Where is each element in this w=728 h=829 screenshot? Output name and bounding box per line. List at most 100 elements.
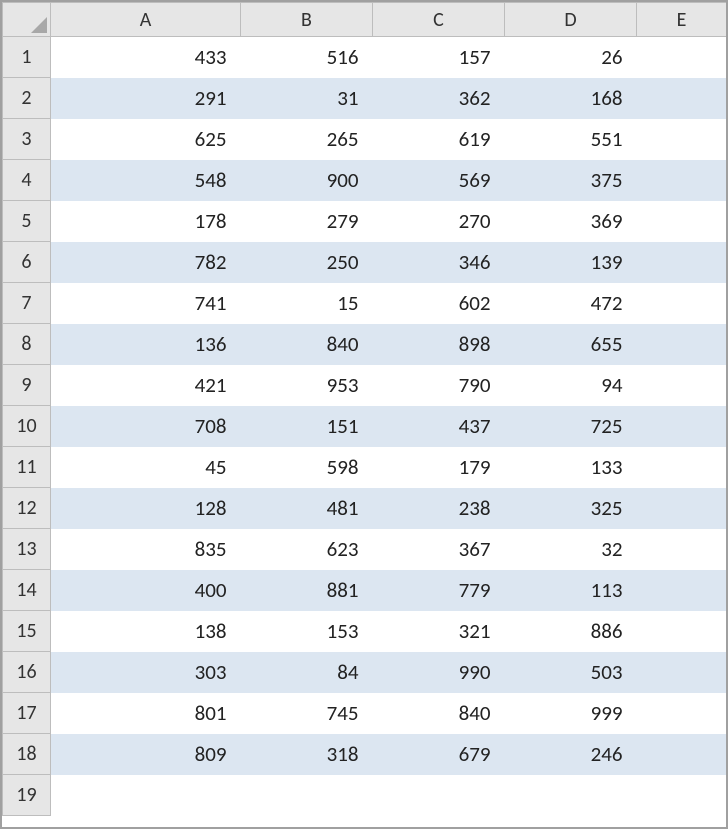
row-header[interactable]: 14	[3, 570, 51, 611]
cell[interactable]: 139	[505, 242, 637, 283]
cell[interactable]: 801	[51, 693, 241, 734]
cell[interactable]: 321	[373, 611, 505, 652]
col-header-D[interactable]: D	[505, 3, 637, 37]
row-header[interactable]: 4	[3, 160, 51, 201]
cell[interactable]: 745	[241, 693, 373, 734]
row-header[interactable]: 5	[3, 201, 51, 242]
cell[interactable]: 790	[373, 365, 505, 406]
cell[interactable]: 346	[373, 242, 505, 283]
cell[interactable]: 481	[241, 488, 373, 529]
cell[interactable]: 999	[505, 693, 637, 734]
cell[interactable]	[637, 611, 727, 652]
cell[interactable]: 325	[505, 488, 637, 529]
row-header[interactable]: 13	[3, 529, 51, 570]
cell[interactable]: 270	[373, 201, 505, 242]
cell[interactable]: 45	[51, 447, 241, 488]
cell[interactable]: 953	[241, 365, 373, 406]
cell[interactable]: 133	[505, 447, 637, 488]
cell[interactable]: 437	[373, 406, 505, 447]
cell[interactable]: 421	[51, 365, 241, 406]
cell[interactable]: 548	[51, 160, 241, 201]
cell[interactable]: 898	[373, 324, 505, 365]
cell[interactable]: 433	[51, 37, 241, 78]
cell[interactable]: 779	[373, 570, 505, 611]
cell[interactable]: 367	[373, 529, 505, 570]
cell[interactable]	[637, 78, 727, 119]
cell[interactable]	[505, 775, 637, 816]
cell[interactable]	[637, 570, 727, 611]
cell[interactable]	[637, 734, 727, 775]
cell[interactable]	[637, 201, 727, 242]
col-header-C[interactable]: C	[373, 3, 505, 37]
col-header-B[interactable]: B	[241, 3, 373, 37]
cell[interactable]: 840	[241, 324, 373, 365]
cell[interactable]	[637, 529, 727, 570]
row-header[interactable]: 7	[3, 283, 51, 324]
row-header[interactable]: 10	[3, 406, 51, 447]
cell[interactable]: 503	[505, 652, 637, 693]
cell[interactable]: 886	[505, 611, 637, 652]
cell[interactable]: 835	[51, 529, 241, 570]
row-header[interactable]: 6	[3, 242, 51, 283]
cell[interactable]: 265	[241, 119, 373, 160]
cell[interactable]: 113	[505, 570, 637, 611]
cell[interactable]: 602	[373, 283, 505, 324]
row-header[interactable]: 16	[3, 652, 51, 693]
cell[interactable]: 15	[241, 283, 373, 324]
cell[interactable]: 94	[505, 365, 637, 406]
cell[interactable]	[241, 775, 373, 816]
cell[interactable]	[637, 160, 727, 201]
cell[interactable]	[637, 283, 727, 324]
col-header-A[interactable]: A	[51, 3, 241, 37]
cell[interactable]: 598	[241, 447, 373, 488]
cell[interactable]: 375	[505, 160, 637, 201]
cell[interactable]: 168	[505, 78, 637, 119]
cell[interactable]	[637, 242, 727, 283]
cell[interactable]: 362	[373, 78, 505, 119]
row-header[interactable]: 15	[3, 611, 51, 652]
cell[interactable]	[637, 693, 727, 734]
cell[interactable]: 128	[51, 488, 241, 529]
cell[interactable]: 623	[241, 529, 373, 570]
cell[interactable]: 84	[241, 652, 373, 693]
row-header[interactable]: 2	[3, 78, 51, 119]
cell[interactable]: 551	[505, 119, 637, 160]
cell[interactable]: 516	[241, 37, 373, 78]
cell[interactable]	[637, 652, 727, 693]
cell[interactable]	[637, 488, 727, 529]
cell[interactable]: 809	[51, 734, 241, 775]
cell[interactable]: 725	[505, 406, 637, 447]
cell[interactable]: 619	[373, 119, 505, 160]
cell[interactable]: 881	[241, 570, 373, 611]
cell[interactable]: 655	[505, 324, 637, 365]
cell[interactable]: 708	[51, 406, 241, 447]
cell[interactable]: 679	[373, 734, 505, 775]
cell[interactable]: 151	[241, 406, 373, 447]
row-header[interactable]: 9	[3, 365, 51, 406]
cell[interactable]: 179	[373, 447, 505, 488]
cell[interactable]	[373, 775, 505, 816]
cell[interactable]: 138	[51, 611, 241, 652]
cell[interactable]: 303	[51, 652, 241, 693]
cell[interactable]	[637, 406, 727, 447]
row-header[interactable]: 17	[3, 693, 51, 734]
cell[interactable]: 782	[51, 242, 241, 283]
cell[interactable]	[637, 775, 727, 816]
cell[interactable]: 569	[373, 160, 505, 201]
cell[interactable]: 291	[51, 78, 241, 119]
cell[interactable]: 136	[51, 324, 241, 365]
row-header[interactable]: 3	[3, 119, 51, 160]
cell[interactable]: 472	[505, 283, 637, 324]
row-header[interactable]: 1	[3, 37, 51, 78]
cell[interactable]: 153	[241, 611, 373, 652]
cell[interactable]: 250	[241, 242, 373, 283]
row-header[interactable]: 12	[3, 488, 51, 529]
row-header[interactable]: 11	[3, 447, 51, 488]
cell[interactable]: 32	[505, 529, 637, 570]
select-all-corner[interactable]	[3, 3, 51, 37]
spreadsheet-grid[interactable]: A B C D E 143351615726229131362168362526…	[2, 2, 727, 816]
cell[interactable]	[51, 775, 241, 816]
cell[interactable]	[637, 119, 727, 160]
cell[interactable]: 990	[373, 652, 505, 693]
cell[interactable]: 238	[373, 488, 505, 529]
